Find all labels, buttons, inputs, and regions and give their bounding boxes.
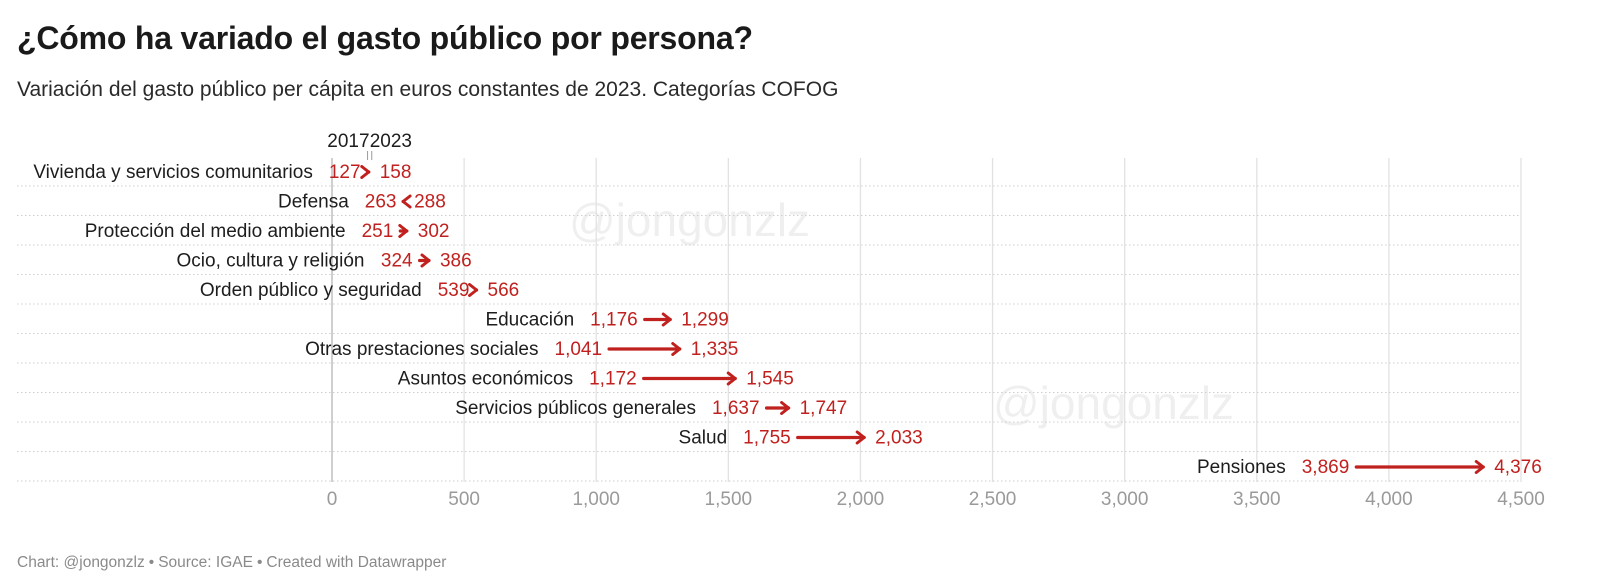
start-value-label: 251	[362, 221, 394, 242]
category-label: Educación	[485, 310, 574, 331]
watermark-text: @jongonzlz	[569, 194, 811, 246]
chart-credit: Chart: @jongonzlz	[17, 554, 145, 571]
category-label: Otras prestaciones sociales	[305, 339, 538, 360]
footer-separator: •	[256, 554, 263, 571]
chart-title: ¿Cómo ha variado el gasto público por pe…	[17, 20, 753, 56]
footer-separator: •	[148, 554, 155, 571]
start-value-label: 263	[365, 192, 397, 213]
start-value-label: 1,176	[590, 310, 638, 331]
end-value-label: 288	[414, 192, 446, 213]
chart-footer: Chart: @jongonzlz • Source: IGAE • Created w…	[17, 554, 446, 572]
x-tick-label: 1,500	[705, 489, 753, 510]
source-text: Source: IGAE	[158, 554, 253, 571]
end-value-label: 2,033	[875, 428, 923, 449]
row-lines	[17, 185, 1521, 482]
x-tick-label: 4,500	[1497, 489, 1545, 510]
category-label: Orden público y seguridad	[200, 280, 422, 301]
x-axis: 0 500 1,000 1,500 2,000 2,500 3,000 3,500 4,000 4…	[327, 489, 1545, 510]
grid-lines	[331, 158, 1522, 482]
x-tick-label: 4,000	[1365, 489, 1413, 510]
end-value-label: 566	[488, 280, 520, 301]
start-value-label: 127	[329, 162, 361, 183]
end-value-label: 158	[380, 162, 412, 183]
created-with-text: Created with Datawrapper	[266, 554, 447, 571]
category-label: Vivienda y servicios comunitarios	[33, 162, 313, 183]
start-value-label: 1,041	[555, 339, 603, 360]
chart-subtitle: Variación del gasto público per cápita e…	[17, 78, 839, 101]
end-value-label: 1,545	[746, 369, 794, 390]
start-value-label: 3,869	[1302, 457, 1350, 478]
x-tick-label: 2,500	[969, 489, 1017, 510]
end-value-label: 4,376	[1494, 457, 1542, 478]
start-value-label: 1,637	[712, 398, 760, 419]
category-label: Salud	[679, 428, 728, 449]
arrow-range-chart: 0 500 1,000 1,500 2,000 2,500 3,000 3,500 4,000 4…	[17, 131, 1545, 510]
start-value-label: 539	[438, 280, 470, 301]
end-value-label: 302	[418, 221, 450, 242]
category-label: Defensa	[278, 192, 349, 213]
start-value-label: 324	[381, 251, 413, 272]
legend-end-label: 2023	[370, 131, 412, 152]
x-tick-label: 0	[327, 489, 338, 510]
legend: 2017 2023	[327, 131, 412, 160]
end-value-label: 386	[440, 251, 472, 272]
category-label: Asuntos económicos	[398, 369, 573, 390]
category-label: Ocio, cultura y religión	[177, 251, 365, 272]
end-value-label: 1,747	[800, 398, 848, 419]
end-value-label: 1,335	[691, 339, 739, 360]
category-label: Servicios públicos generales	[455, 398, 696, 419]
category-label: Protección del medio ambiente	[85, 221, 346, 242]
x-tick-label: 500	[448, 489, 480, 510]
start-value-label: 1,172	[589, 369, 637, 390]
x-tick-label: 1,000	[572, 489, 620, 510]
watermark-text: @jongonzlz	[993, 377, 1235, 429]
category-label: Pensiones	[1197, 457, 1286, 478]
x-tick-label: 3,000	[1101, 489, 1149, 510]
end-value-label: 1,299	[681, 310, 729, 331]
x-tick-label: 2,000	[837, 489, 885, 510]
x-tick-label: 3,500	[1233, 489, 1281, 510]
start-value-label: 1,755	[743, 428, 791, 449]
legend-start-label: 2017	[327, 131, 369, 152]
